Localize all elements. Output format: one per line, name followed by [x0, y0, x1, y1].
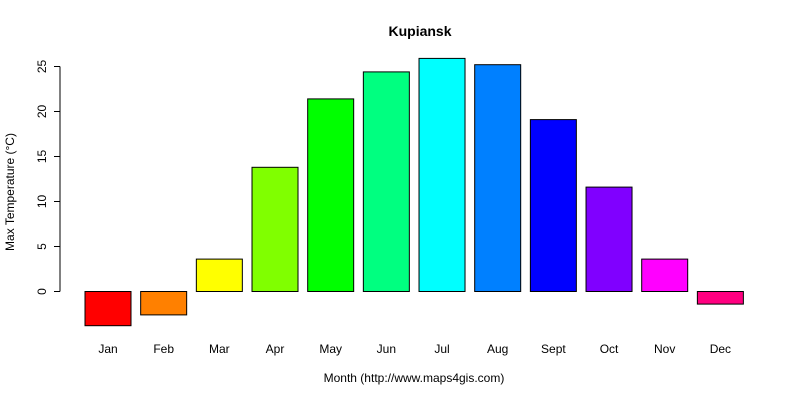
y-tick-label: 0: [35, 288, 49, 295]
bar-jan: [84, 291, 132, 327]
x-tick-label: Mar: [209, 342, 230, 356]
y-axis: 0 5 10 15 20 25: [35, 60, 61, 295]
bar-oct: [585, 186, 633, 293]
y-tick-label: 20: [35, 105, 49, 119]
bar-dec: [696, 291, 744, 305]
y-tick-label: 10: [35, 195, 49, 209]
x-tick-label: Nov: [654, 342, 675, 356]
bar-sept: [529, 119, 577, 292]
x-tick-label: Jun: [377, 342, 396, 356]
bar-mar: [195, 258, 243, 293]
chart-title: Kupiansk: [388, 23, 451, 39]
bar-nov: [641, 258, 689, 293]
x-tick-label: Apr: [266, 342, 285, 356]
y-axis-label: Max Temperature (°C): [3, 133, 17, 251]
x-tick-label: Jan: [98, 342, 117, 356]
x-tick-label: May: [319, 342, 342, 356]
bar-aug: [474, 64, 522, 292]
y-tick-label: 15: [35, 150, 49, 164]
x-tick-label: Feb: [153, 342, 174, 356]
x-axis-label: Month (http://www.maps4gis.com): [324, 371, 505, 385]
x-tick-label: Oct: [600, 342, 619, 356]
y-tick-label: 5: [35, 243, 49, 250]
x-tick-label: Aug: [487, 342, 508, 356]
x-tick-label: Jul: [434, 342, 449, 356]
x-tick-label: Sept: [541, 342, 566, 356]
y-tick-label: 25: [35, 60, 49, 74]
x-tick-labels: Jan Feb Mar Apr May Jun Jul Aug Sept Oct Nov Dec: [98, 342, 731, 356]
bar-feb: [140, 291, 188, 316]
bars-group: [84, 57, 744, 327]
bar-apr: [251, 166, 299, 292]
x-tick-label: Dec: [710, 342, 731, 356]
bar-jun: [362, 71, 410, 293]
bar-may: [307, 98, 355, 293]
bar-jul: [418, 57, 466, 293]
